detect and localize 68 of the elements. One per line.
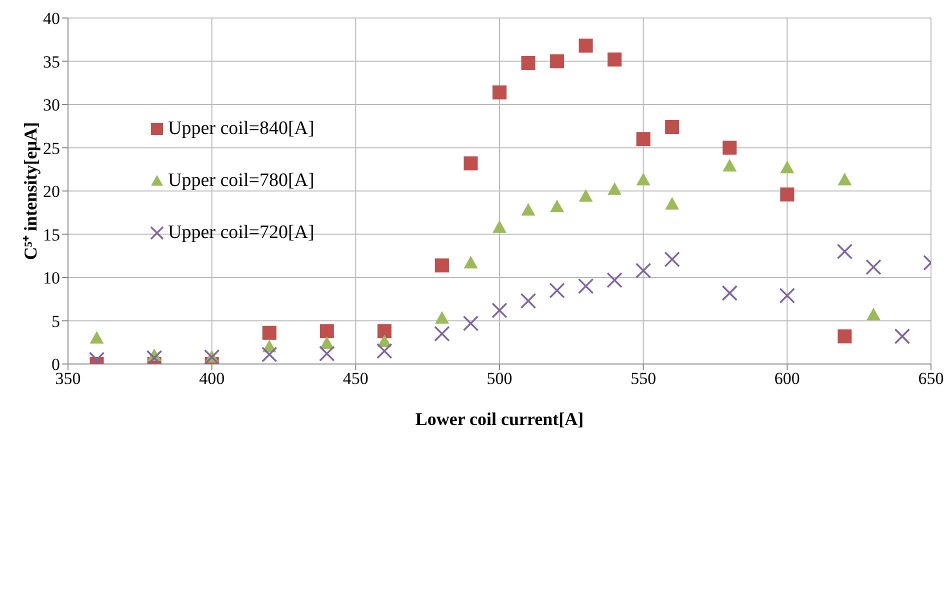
point: [262, 326, 276, 340]
y-tick-label: 40: [43, 9, 60, 28]
y-tick-label: 30: [43, 96, 60, 115]
point: [636, 132, 650, 146]
point: [492, 220, 506, 233]
point: [520, 292, 536, 309]
point: [434, 258, 449, 272]
point: [665, 196, 680, 210]
y-tick-label: 25: [43, 138, 60, 158]
y-tick-label: 15: [43, 225, 60, 244]
point: [550, 200, 564, 212]
point: [146, 350, 162, 364]
point: [578, 278, 594, 294]
point: [635, 262, 652, 278]
point: [550, 54, 564, 68]
point: [866, 259, 882, 276]
x-tick-label: 550: [630, 369, 656, 388]
point: [261, 346, 278, 362]
point: [377, 324, 392, 338]
point: [838, 329, 852, 344]
y-tick-label: 5: [52, 312, 60, 331]
point: [464, 156, 478, 170]
point: [780, 160, 794, 174]
point: [549, 282, 565, 298]
x-tick-label: 650: [918, 369, 944, 388]
point: [492, 302, 508, 318]
point: [521, 56, 536, 70]
x-axis-title: Lower coil current[A]: [415, 408, 584, 429]
point: [492, 85, 506, 100]
point: [780, 187, 794, 202]
point: [434, 311, 449, 324]
point: [636, 172, 650, 186]
point: [578, 189, 593, 202]
y-tick-label: 20: [43, 182, 60, 202]
point: [722, 158, 737, 172]
x-tick-label: 500: [486, 369, 512, 388]
x-tick-label: 400: [199, 369, 225, 388]
point: [90, 331, 104, 344]
legend-label: Upper coil=720[A]: [168, 222, 314, 244]
y-axis-title: C⁵⁺ intensity[eμA]: [20, 122, 40, 260]
point: [722, 140, 737, 155]
point: [836, 244, 853, 260]
point: [578, 38, 593, 53]
point: [894, 328, 910, 344]
x-tick-label: 350: [55, 369, 81, 388]
point: [664, 251, 680, 268]
legend-label: Upper coil=780[A]: [168, 170, 314, 192]
point: [779, 288, 796, 304]
point: [464, 256, 478, 268]
point: [521, 203, 536, 216]
point: [434, 326, 450, 342]
point: [606, 272, 622, 288]
x-tick-label: 450: [342, 369, 368, 388]
point: [320, 324, 334, 338]
point: [838, 172, 852, 186]
point: [608, 182, 622, 195]
point: [722, 285, 738, 301]
point: [866, 308, 880, 320]
point: [665, 120, 680, 134]
y-tick-label: 10: [43, 268, 60, 288]
x-tick-label: 600: [774, 369, 800, 388]
point: [608, 52, 622, 67]
point: [319, 346, 335, 362]
point: [320, 336, 334, 349]
legend-label: Upper coil=840[A]: [168, 118, 314, 140]
y-tick-label: 35: [43, 52, 60, 72]
point: [462, 315, 479, 332]
point: [376, 343, 392, 359]
